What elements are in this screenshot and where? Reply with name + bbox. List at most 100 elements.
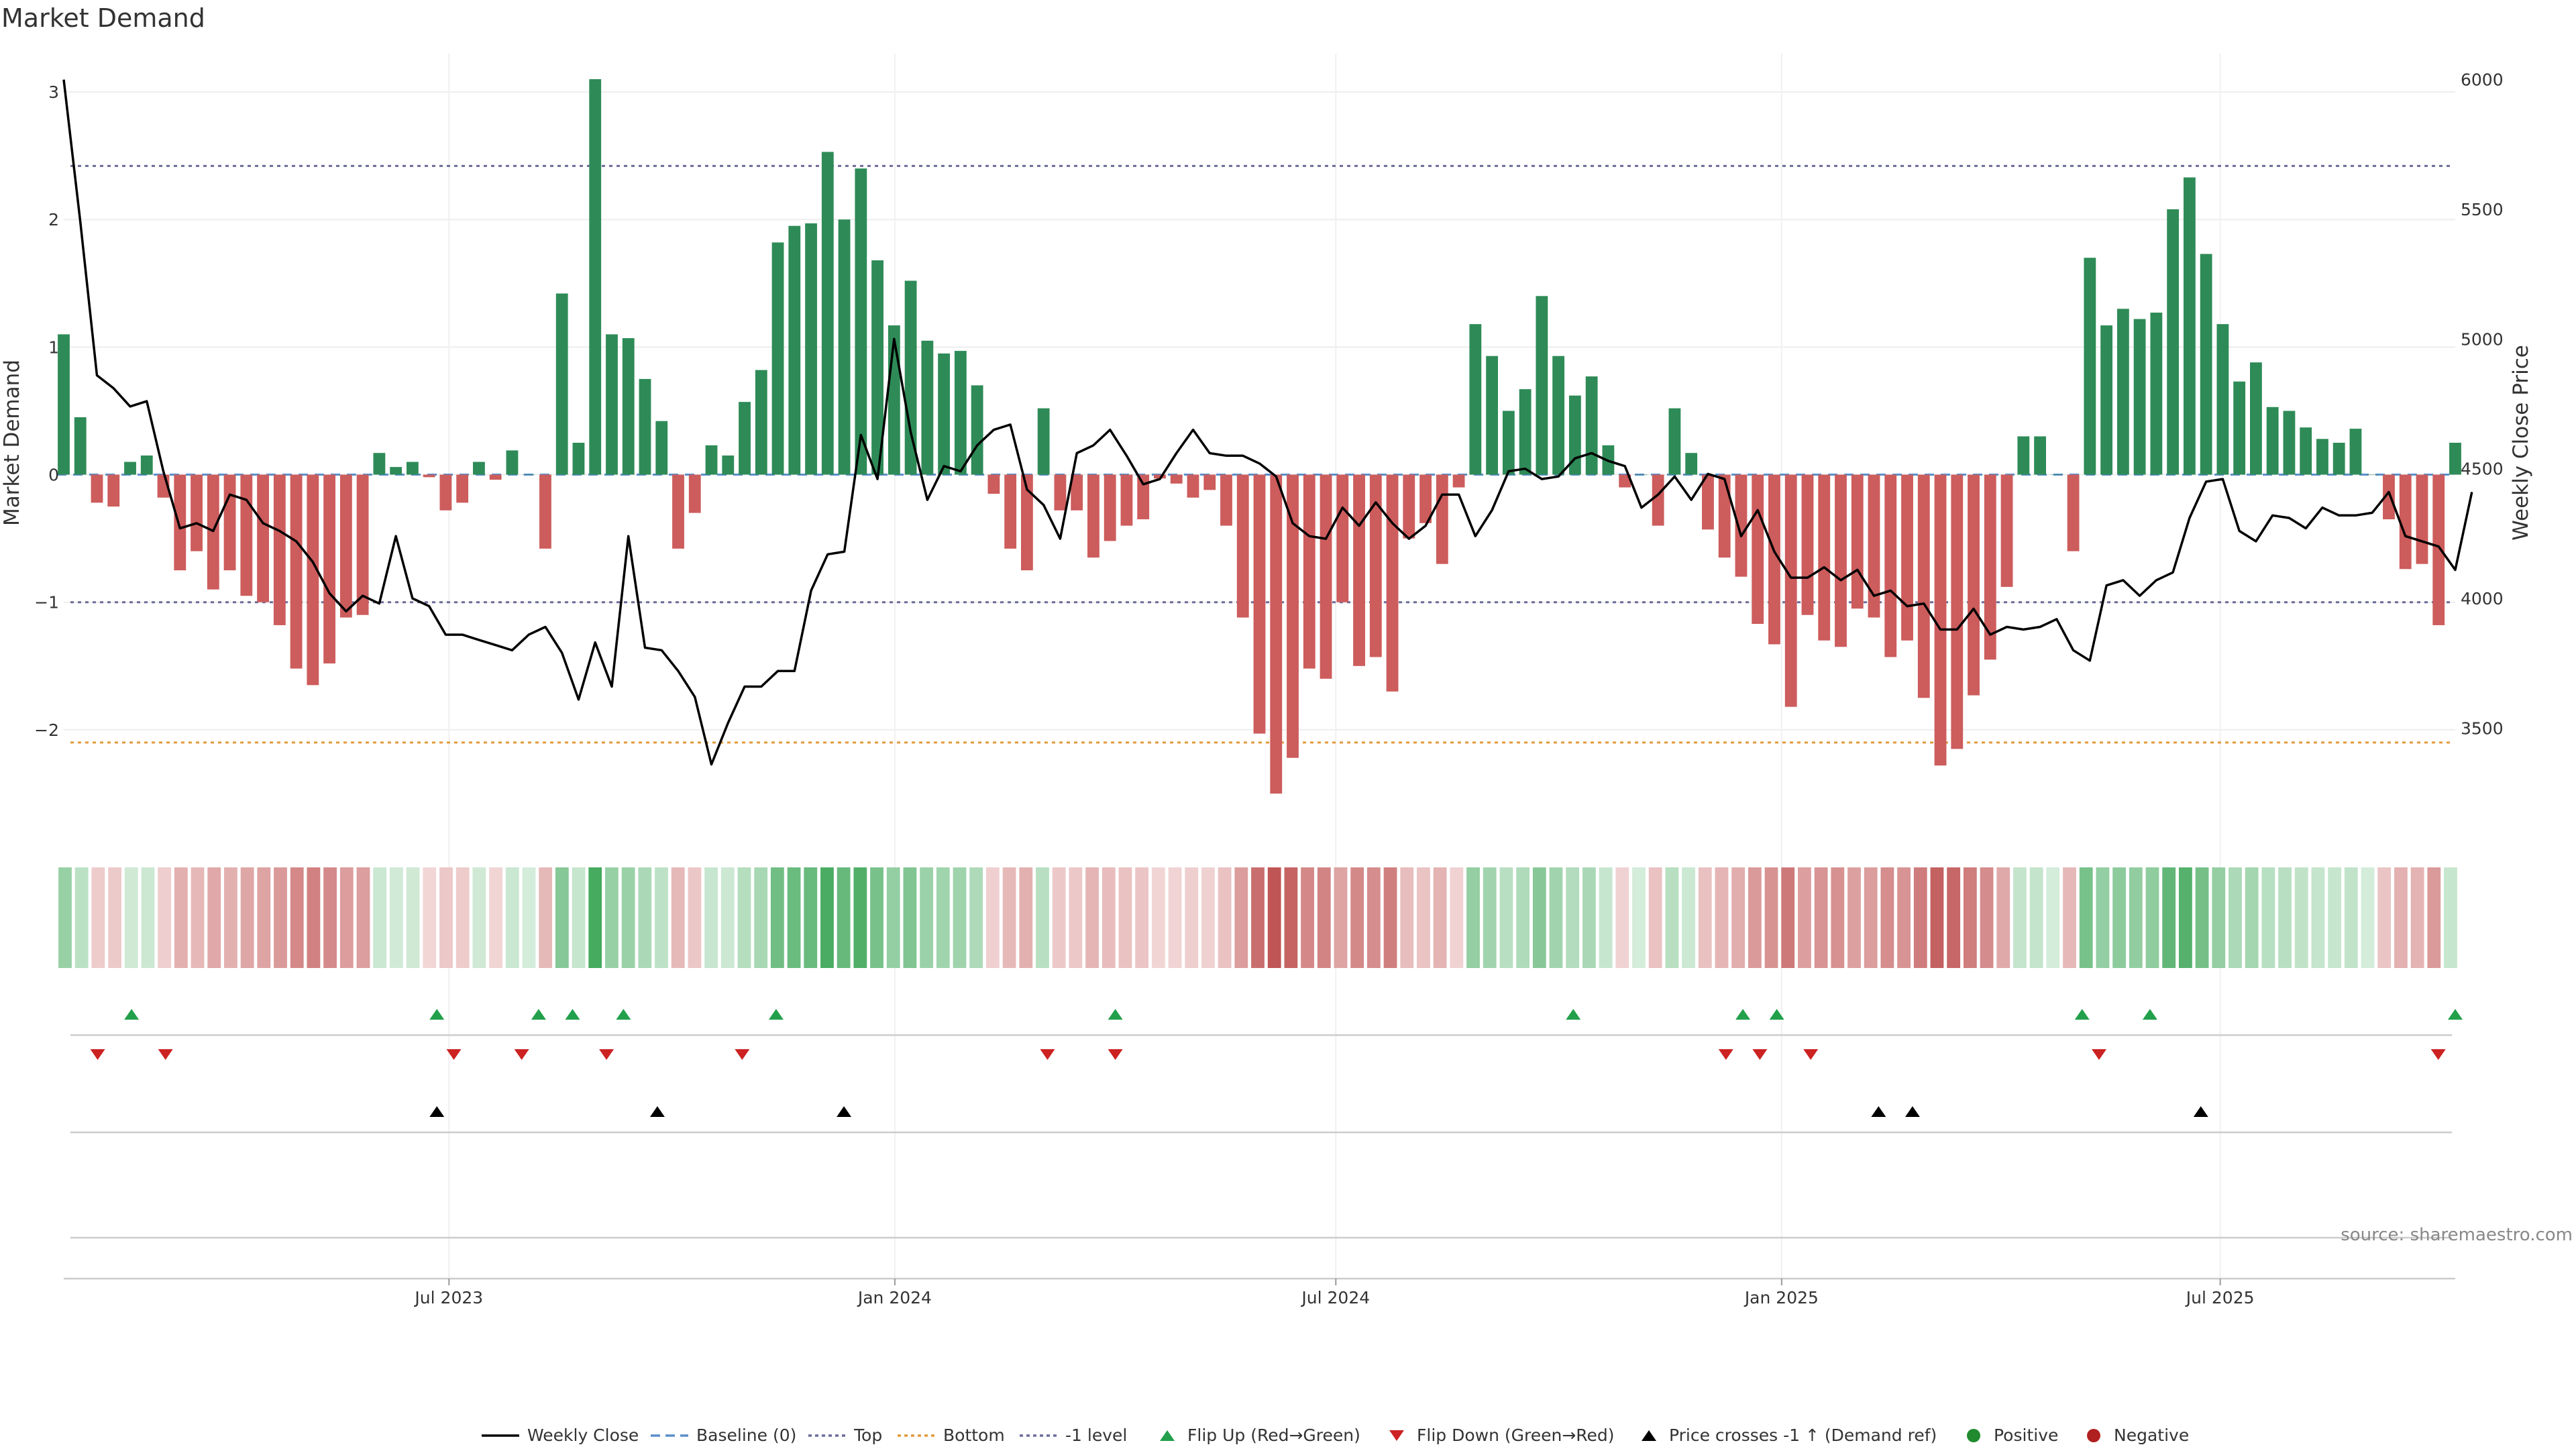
legend-dot-swatch: [1967, 1429, 1980, 1442]
heatmap-cell: [2328, 867, 2342, 968]
heatmap-cell: [323, 867, 337, 968]
heatmap-cell: [1764, 867, 1778, 968]
demand-bar: [2133, 319, 2146, 475]
heatmap-cell: [754, 867, 768, 968]
left-tick-label: 3: [48, 83, 59, 102]
heatmap-cell: [522, 867, 536, 968]
source-note: source: sharemaestro.com: [2341, 1225, 2573, 1245]
heatmap-cell: [2212, 867, 2226, 968]
event-markers: [64, 1009, 2463, 1280]
heatmap-cell: [1516, 867, 1530, 968]
demand-bar: [2100, 325, 2113, 475]
flip-up-marker: [2448, 1009, 2463, 1020]
heatmap-cell: [588, 867, 602, 968]
price-cross-marker: [837, 1106, 852, 1117]
demand-bar: [2116, 309, 2129, 475]
demand-bar: [639, 378, 651, 475]
demand-bar: [1253, 474, 1266, 734]
legend-item: Flip Up (Red→Green): [1160, 1426, 1360, 1445]
heatmap-cell: [1151, 867, 1165, 968]
flip-up-marker: [768, 1009, 784, 1020]
heatmap-cell: [1831, 867, 1845, 968]
demand-bar: [124, 462, 136, 475]
heatmap-cell: [2178, 867, 2192, 968]
heatmap-cell: [1251, 867, 1265, 968]
heatmap-cell: [58, 867, 72, 968]
heatmap-cell: [1102, 867, 1116, 968]
demand-bar: [2432, 474, 2445, 625]
left-tick-label: −1: [34, 593, 59, 612]
demand-bar: [987, 474, 1000, 494]
demand-bar: [1868, 474, 1880, 618]
heatmap-cell: [1185, 867, 1199, 968]
heatmap-cell: [1615, 867, 1629, 968]
legend-item: Price crosses -1 ↑ (Demand ref): [1642, 1426, 1937, 1445]
heatmap-cell: [720, 867, 735, 968]
demand-bar: [107, 474, 120, 507]
heatmap-cell: [936, 867, 950, 968]
demand-bar: [672, 474, 684, 549]
heatmap-cell: [389, 867, 403, 968]
heatmap-cell: [1947, 867, 1961, 968]
demand-bar: [2316, 439, 2328, 475]
x-axis: Jul 2023 Jan 2024 Jul 2024 Jan 2025 Jul 2025: [413, 1279, 2255, 1307]
demand-bar: [2449, 443, 2461, 475]
heatmap-cell: [903, 867, 917, 968]
legend-label: Weekly Close: [527, 1426, 639, 1445]
heatmap-cell: [373, 867, 387, 968]
legend-item: -1 level: [1020, 1426, 1127, 1445]
heatmap-cell: [638, 867, 652, 968]
weekly-close-line: [62, 79, 2473, 766]
heatmap-cell: [704, 867, 718, 968]
left-y-axis: 3 2 1 0 −1 −2: [34, 83, 59, 740]
legend-label: Price crosses -1 ↑ (Demand ref): [1669, 1426, 1937, 1445]
demand-bar: [1884, 474, 1897, 657]
demand-bar: [1635, 474, 1648, 476]
demand-bar: [290, 474, 303, 669]
heatmap-cell: [91, 867, 105, 968]
heatmap-cell: [2278, 867, 2292, 968]
heatmap-cell: [870, 867, 883, 968]
legend-label: Top: [853, 1426, 882, 1445]
right-tick-label: 4000: [2461, 589, 2504, 608]
legend-label: -1 level: [1065, 1426, 1127, 1445]
demand-bar: [1220, 474, 1232, 526]
demand-bar: [688, 474, 701, 513]
flip-down-marker: [1718, 1049, 1733, 1060]
heatmap-cell: [1334, 867, 1348, 968]
flip-down-marker: [2092, 1049, 2107, 1060]
demand-bar: [456, 474, 469, 503]
heatmap-cell: [837, 867, 851, 968]
demand-bar: [1270, 474, 1283, 794]
left-tick-label: 0: [48, 466, 59, 485]
flip-up-marker: [1566, 1009, 1581, 1020]
demand-bar: [1120, 474, 1133, 526]
demand-bar: [2366, 474, 2379, 476]
demand-bar: [555, 293, 568, 475]
heatmap-cell: [1036, 867, 1049, 968]
flip-down-marker: [599, 1049, 614, 1060]
demand-bar: [91, 474, 103, 503]
left-axis-title: Market Demand: [0, 360, 24, 526]
heatmap-cell: [853, 867, 867, 968]
demand-bar: [1287, 474, 1299, 758]
demand-bar: [423, 474, 435, 478]
heatmap-cell: [356, 867, 370, 968]
legend-label: Negative: [2114, 1426, 2189, 1445]
demand-bar: [539, 474, 551, 549]
demand-bar: [722, 455, 735, 475]
heatmap-cell: [770, 867, 784, 968]
demand-bar: [1020, 474, 1033, 571]
flip-up-marker: [616, 1009, 631, 1020]
demand-bar: [2150, 313, 2163, 475]
demand-bar: [1984, 474, 1996, 660]
demand-bar: [2300, 427, 2312, 475]
demand-bar: [1303, 474, 1316, 669]
heatmap-cell: [1532, 867, 1546, 968]
heatmap-cell: [339, 867, 354, 968]
demand-bar: [489, 474, 502, 480]
demand-bar: [1934, 474, 1947, 766]
heatmap-cell: [455, 867, 470, 968]
flip-down-marker: [158, 1049, 173, 1060]
demand-bar: [589, 79, 602, 475]
